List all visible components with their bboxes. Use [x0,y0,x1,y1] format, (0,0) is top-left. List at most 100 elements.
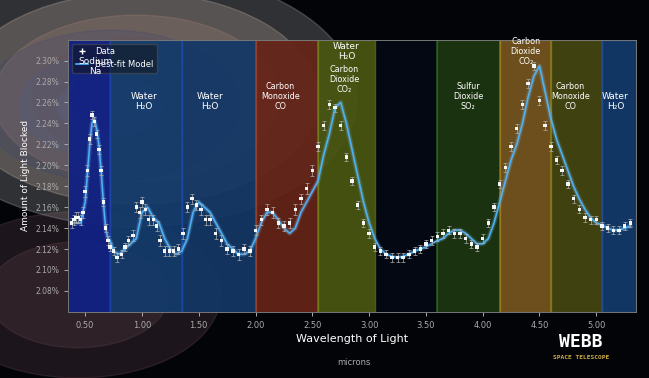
Point [69,217,79,223]
Point [296,196,306,202]
Text: Water
H₂O: Water H₂O [333,42,360,60]
Point [546,143,556,149]
Point [66,220,77,226]
Point [597,223,607,229]
Point [119,244,130,250]
Point [164,248,175,254]
Text: Sulfur
Dioxide
SO₂: Sulfur Dioxide SO₂ [453,82,483,111]
Point [608,227,618,233]
Text: Carbon
Dioxide
CO₂: Carbon Dioxide CO₂ [511,37,541,66]
Point [580,215,590,221]
Point [256,217,266,223]
Point [96,167,106,174]
Point [71,215,81,221]
Point [358,220,369,226]
Point [319,122,329,129]
Circle shape [0,15,279,181]
Text: Carbon
Dioxide
CO₂: Carbon Dioxide CO₂ [329,65,360,94]
Bar [182,40,256,312]
Point [134,209,145,215]
Point [143,217,154,223]
Point [534,98,545,104]
Text: Carbon
Monoxide
CO: Carbon Monoxide CO [261,82,300,111]
Bar [318,40,375,312]
Point [196,206,206,212]
Circle shape [0,30,240,181]
Text: Sodium
Na: Sodium Na [79,57,112,76]
Point [585,217,596,223]
Circle shape [0,0,318,204]
Point [478,235,488,242]
X-axis label: Wavelength of Light: Wavelength of Light [296,334,408,344]
Point [591,217,602,223]
Point [155,238,165,244]
Point [84,136,95,142]
Point [569,196,579,202]
Point [500,164,511,170]
Point [398,254,408,260]
Point [437,230,448,236]
Point [128,232,138,239]
Point [483,220,494,226]
Bar [551,40,602,312]
Point [619,223,630,229]
Point [443,227,454,233]
Point [381,251,391,257]
Text: WEBB: WEBB [559,333,603,351]
Point [404,251,414,257]
Text: Water
H₂O: Water H₂O [131,92,158,111]
Point [313,143,323,149]
Point [540,122,550,129]
Text: Carbon
Monoxide
CO: Carbon Monoxide CO [551,82,589,111]
Point [273,220,284,226]
Point [511,125,522,132]
Point [98,199,108,205]
Point [392,254,402,260]
Point [251,227,261,233]
Point [262,206,272,212]
Point [302,185,312,191]
Point [89,118,99,124]
Point [352,202,363,208]
Point [92,131,102,137]
Point [284,220,295,226]
Point [574,206,584,212]
Point [182,204,193,210]
Point [466,241,476,247]
Point [210,230,221,236]
Point [415,246,426,252]
Point [216,238,227,244]
Point [336,122,346,129]
Point [201,217,211,223]
Point [75,217,86,223]
Circle shape [19,53,201,159]
Circle shape [71,60,201,136]
Point [205,217,215,223]
Point [82,167,93,174]
Point [160,248,170,254]
Point [426,238,437,244]
Point [93,147,104,153]
Point [137,199,147,205]
Point [245,248,255,254]
Point [290,206,300,212]
Point [239,246,249,252]
Bar [110,40,182,312]
Bar [68,40,110,312]
Text: Water
H₂O: Water H₂O [602,92,629,111]
Point [222,246,232,252]
Point [112,254,122,260]
Point [375,248,386,254]
Point [421,241,431,247]
Point [557,167,567,174]
Text: microns: microns [337,358,371,367]
Text: SPACE TELESCOPE: SPACE TELESCOPE [553,355,609,360]
Point [267,209,278,215]
Point [461,235,471,242]
Text: Water
H₂O: Water H₂O [197,92,223,111]
Point [116,251,127,257]
Point [80,189,90,195]
Point [563,181,573,187]
Point [495,181,505,187]
Point [191,202,202,208]
